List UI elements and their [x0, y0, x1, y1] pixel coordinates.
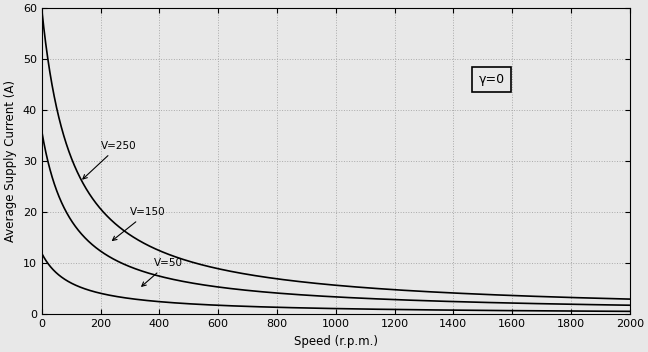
Text: V=50: V=50: [142, 258, 183, 286]
Text: γ=0: γ=0: [478, 73, 505, 86]
Text: V=250: V=250: [83, 141, 136, 179]
Y-axis label: Average Supply Current (A): Average Supply Current (A): [4, 80, 17, 242]
Text: V=150: V=150: [113, 207, 165, 240]
X-axis label: Speed (r.p.m.): Speed (r.p.m.): [294, 335, 378, 348]
